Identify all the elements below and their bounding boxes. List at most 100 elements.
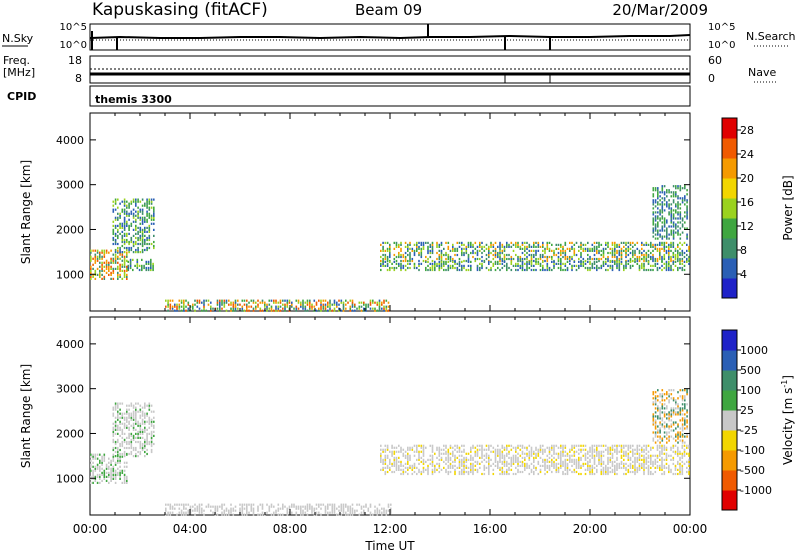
data-cell bbox=[533, 259, 535, 263]
data-cell bbox=[141, 268, 143, 272]
data-cell bbox=[627, 458, 630, 461]
data-cell bbox=[382, 458, 384, 461]
data-cell bbox=[508, 450, 510, 453]
data-cell bbox=[117, 432, 119, 435]
data-cell bbox=[501, 460, 504, 463]
data-cell bbox=[391, 444, 393, 447]
data-cell bbox=[196, 301, 199, 304]
data-cell bbox=[501, 472, 504, 476]
data-cell bbox=[119, 253, 121, 256]
data-cell bbox=[519, 259, 522, 263]
data-cell bbox=[416, 249, 418, 252]
data-cell bbox=[331, 505, 334, 508]
data-cell bbox=[329, 301, 331, 304]
data-cell bbox=[681, 259, 684, 263]
data-cell bbox=[393, 247, 396, 250]
data-cell bbox=[546, 464, 549, 467]
data-cell bbox=[135, 242, 137, 246]
data-cell bbox=[422, 454, 425, 457]
data-cell bbox=[654, 458, 657, 461]
data-cell bbox=[135, 455, 137, 458]
data-cell bbox=[580, 444, 582, 447]
data-cell bbox=[99, 469, 101, 472]
data-cell bbox=[114, 232, 117, 235]
data-cell bbox=[145, 260, 148, 263]
data-cell bbox=[398, 264, 400, 267]
data-cell bbox=[647, 456, 650, 459]
data-cell bbox=[476, 452, 479, 455]
data-cell bbox=[499, 241, 501, 244]
data-cell bbox=[659, 435, 661, 438]
data-cell bbox=[171, 505, 174, 508]
data-cell bbox=[212, 505, 214, 508]
data-cell bbox=[429, 262, 432, 265]
data-cell bbox=[117, 242, 119, 246]
data-cell bbox=[607, 251, 609, 255]
data-cell bbox=[657, 197, 659, 200]
data-cell bbox=[663, 247, 666, 250]
data-cell bbox=[645, 446, 648, 449]
data-cell bbox=[665, 448, 668, 451]
data-cell bbox=[623, 268, 625, 272]
data-cell bbox=[684, 413, 686, 416]
data-cell bbox=[440, 266, 443, 270]
data-cell bbox=[607, 462, 609, 465]
data-cell bbox=[409, 259, 411, 263]
data-cell bbox=[382, 450, 384, 453]
data-cell bbox=[659, 253, 661, 257]
data-cell bbox=[584, 266, 587, 270]
data-cell bbox=[688, 464, 690, 467]
data-cell bbox=[99, 261, 101, 264]
data-cell bbox=[632, 253, 634, 257]
data-cell bbox=[141, 230, 144, 233]
data-cell bbox=[483, 468, 486, 471]
data-cell bbox=[252, 513, 255, 516]
data-cell bbox=[286, 513, 289, 516]
data-cell bbox=[683, 241, 686, 244]
data-cell bbox=[657, 407, 659, 410]
data-cell bbox=[535, 241, 537, 244]
data-cell bbox=[643, 458, 645, 461]
data-cell bbox=[461, 454, 463, 457]
data-cell bbox=[659, 411, 661, 414]
data-cells bbox=[90, 389, 690, 516]
data-cell bbox=[672, 389, 675, 392]
data-cell bbox=[677, 446, 679, 449]
data-cell bbox=[510, 458, 513, 461]
data-cell bbox=[618, 260, 621, 263]
data-cell bbox=[616, 448, 618, 451]
data-cell bbox=[219, 303, 221, 306]
data-cell bbox=[607, 268, 609, 272]
data-cell bbox=[614, 262, 616, 265]
data-cell bbox=[672, 472, 675, 476]
data-cell bbox=[596, 257, 598, 261]
data-cell bbox=[641, 446, 643, 449]
data-cell bbox=[623, 450, 625, 453]
data-cell bbox=[176, 513, 178, 516]
data-cell bbox=[661, 389, 664, 392]
data-cell bbox=[365, 303, 367, 306]
data-cell bbox=[112, 434, 115, 437]
data-cell bbox=[101, 455, 103, 458]
data-cell bbox=[384, 466, 387, 469]
data-cell bbox=[92, 477, 94, 480]
data-cell bbox=[382, 257, 384, 261]
data-cells bbox=[90, 185, 690, 312]
data-cell bbox=[684, 187, 686, 190]
data-cell bbox=[663, 241, 666, 244]
data-cell bbox=[183, 309, 185, 312]
data-cell bbox=[499, 243, 501, 246]
data-cell bbox=[672, 209, 675, 212]
data-cell bbox=[367, 303, 370, 306]
data-cell bbox=[123, 465, 126, 468]
data-cell bbox=[479, 462, 481, 465]
data-cell bbox=[230, 509, 232, 512]
data-cell bbox=[488, 454, 490, 457]
data-cell bbox=[490, 243, 492, 246]
data-cell bbox=[461, 468, 463, 471]
data-cell bbox=[526, 262, 528, 265]
data-cell bbox=[438, 243, 441, 246]
data-cell bbox=[672, 245, 675, 248]
data-cell bbox=[139, 238, 142, 242]
data-cell bbox=[306, 299, 309, 302]
